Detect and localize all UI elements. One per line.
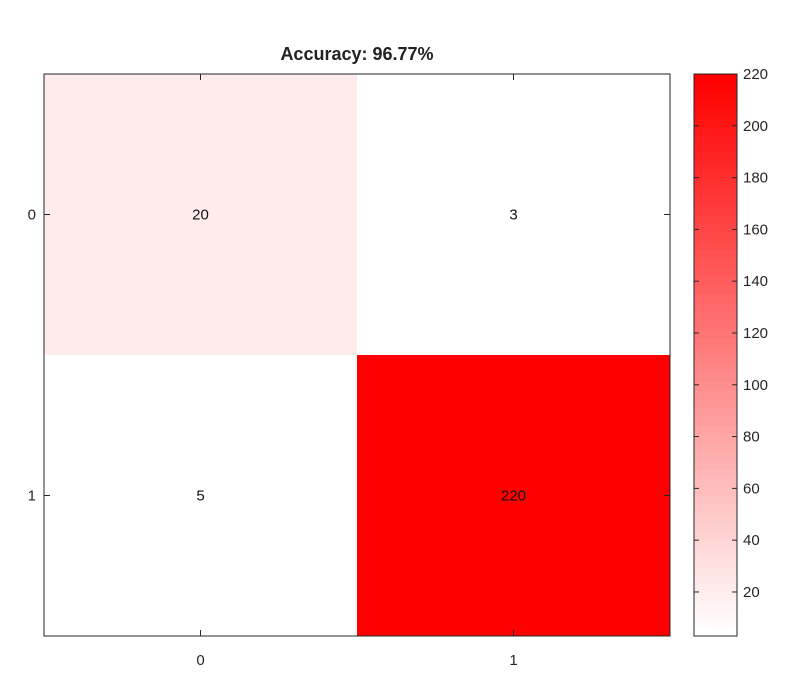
cell-value-label: 3 <box>509 207 517 224</box>
y-tick-label: 0 <box>28 207 36 224</box>
colorbar-level <box>694 346 737 356</box>
colorbar-level <box>694 240 737 251</box>
colorbar-level <box>694 469 737 479</box>
heatmap-cell <box>357 355 670 636</box>
colorbar-level <box>694 161 737 172</box>
colorbar-level <box>694 126 737 137</box>
axis-ticks: 0 1 0 1 <box>28 74 670 669</box>
colorbar-tick-label: 200 <box>743 118 768 135</box>
colorbar-level <box>694 521 737 532</box>
colorbar-level <box>694 609 737 620</box>
colorbar-level <box>694 205 737 216</box>
colorbar-tick-label: 20 <box>743 584 760 601</box>
colorbar-tick-label: 40 <box>743 532 760 549</box>
colorbar-tick-label: 80 <box>743 429 760 446</box>
colorbar-level <box>694 311 737 321</box>
colorbar-level <box>694 284 737 295</box>
colorbar-level <box>694 267 737 277</box>
colorbar-level <box>694 258 737 268</box>
colorbar-tick-label: 60 <box>743 480 760 497</box>
colorbar-level <box>694 583 737 593</box>
colorbar-level <box>694 249 737 260</box>
colorbar-level <box>694 556 737 567</box>
colorbar-level <box>694 574 737 584</box>
cell-value-label: 5 <box>196 488 204 505</box>
colorbar-level <box>694 398 737 409</box>
colorbar-level <box>694 513 737 523</box>
colorbar: 20 40 60 80 100 120 140 160 180 200 220 <box>693 66 768 637</box>
colorbar-level <box>694 275 737 286</box>
colorbar-tick-label: 140 <box>743 273 768 290</box>
colorbar-level <box>694 539 737 549</box>
x-tick-label: 1 <box>509 652 517 669</box>
colorbar-level <box>694 293 737 303</box>
colorbar-level <box>694 135 737 145</box>
colorbar-level <box>694 355 737 365</box>
colorbar-level <box>694 486 737 497</box>
colorbar-level <box>694 495 737 505</box>
colorbar-level <box>694 451 737 461</box>
colorbar-level <box>694 600 737 611</box>
cell-value-label: 20 <box>192 207 209 224</box>
colorbar-level <box>694 504 737 514</box>
colorbar-level <box>694 170 737 180</box>
colorbar-level <box>694 627 737 637</box>
colorbar-level <box>694 592 737 602</box>
colorbar-level <box>694 196 737 207</box>
plot-frame <box>43 73 671 637</box>
colorbar-level <box>694 372 737 382</box>
colorbar-level <box>694 82 737 93</box>
colorbar-frame <box>693 73 738 637</box>
colorbar-level <box>694 434 737 444</box>
colorbar-level <box>694 460 737 470</box>
colorbar-level <box>694 328 737 339</box>
colorbar-tick-label: 220 <box>743 66 768 83</box>
y-tick-label: 1 <box>28 488 36 505</box>
colorbar-level <box>694 416 737 426</box>
colorbar-level <box>694 74 737 84</box>
colorbar-level <box>694 144 737 154</box>
colorbar-level <box>694 337 737 347</box>
colorbar-level <box>694 381 737 391</box>
colorbar-level <box>694 232 737 242</box>
colorbar-level <box>694 565 737 576</box>
heatmap-cell <box>357 74 670 355</box>
colorbar-tick-label: 160 <box>743 221 768 238</box>
colorbar-level <box>694 477 737 488</box>
colorbar-level <box>694 109 737 119</box>
colorbar-level <box>694 117 737 128</box>
colorbar-level <box>694 530 737 541</box>
colorbar-level <box>694 442 737 453</box>
colorbar-level <box>694 390 737 400</box>
colorbar-level <box>694 179 737 189</box>
colorbar-level <box>694 188 737 198</box>
colorbar-level <box>694 214 737 224</box>
heatmap-cell <box>44 355 357 636</box>
colorbar-tick-label: 100 <box>743 377 768 394</box>
chart-title: Accuracy: 96.77% <box>280 44 433 64</box>
heatmap-cells: 20 3 5 220 <box>44 74 670 636</box>
colorbar-level <box>694 548 737 558</box>
colorbar-tick-label: 120 <box>743 325 768 342</box>
colorbar-level <box>694 319 737 330</box>
colorbar-level <box>694 153 737 163</box>
colorbar-level <box>694 100 737 110</box>
colorbar-tick-label: 180 <box>743 170 768 187</box>
cell-value-label: 220 <box>501 488 526 505</box>
colorbar-level <box>694 302 737 312</box>
x-tick-label: 0 <box>196 652 204 669</box>
colorbar-level <box>694 407 737 418</box>
colorbar-level <box>694 618 737 628</box>
colorbar-level <box>694 425 737 435</box>
colorbar-level <box>694 223 737 233</box>
colorbar-level <box>694 91 737 101</box>
colorbar-level <box>694 363 737 374</box>
heatmap-cell <box>44 74 357 355</box>
